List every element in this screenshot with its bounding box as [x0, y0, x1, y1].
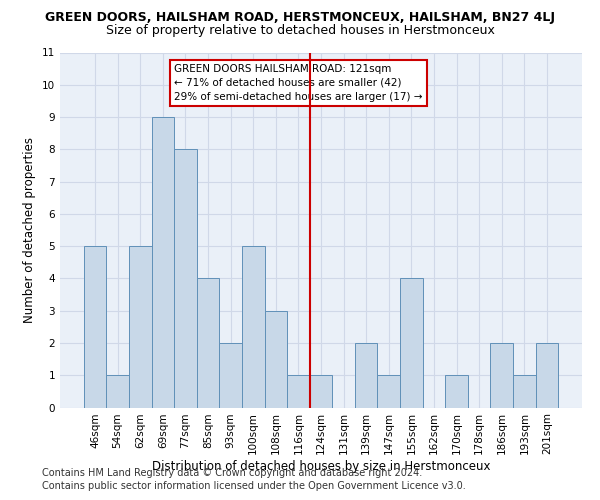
Bar — [129, 246, 152, 408]
Text: Contains HM Land Registry data © Crown copyright and database right 2024.
Contai: Contains HM Land Registry data © Crown c… — [42, 468, 466, 491]
Bar — [265, 310, 287, 408]
X-axis label: Distribution of detached houses by size in Herstmonceux: Distribution of detached houses by size … — [152, 460, 490, 473]
Bar — [242, 246, 265, 408]
Bar — [445, 375, 468, 408]
Text: Size of property relative to detached houses in Herstmonceux: Size of property relative to detached ho… — [106, 24, 494, 37]
Bar — [400, 278, 422, 407]
Bar — [536, 343, 558, 407]
Text: GREEN DOORS HAILSHAM ROAD: 121sqm
← 71% of detached houses are smaller (42)
29% : GREEN DOORS HAILSHAM ROAD: 121sqm ← 71% … — [174, 64, 422, 102]
Bar — [106, 375, 129, 408]
Text: GREEN DOORS, HAILSHAM ROAD, HERSTMONCEUX, HAILSHAM, BN27 4LJ: GREEN DOORS, HAILSHAM ROAD, HERSTMONCEUX… — [45, 11, 555, 24]
Bar — [287, 375, 310, 408]
Bar — [197, 278, 220, 407]
Bar — [220, 343, 242, 407]
Bar — [490, 343, 513, 407]
Bar — [355, 343, 377, 407]
Y-axis label: Number of detached properties: Number of detached properties — [23, 137, 37, 323]
Bar — [310, 375, 332, 408]
Bar — [152, 117, 174, 408]
Bar — [84, 246, 106, 408]
Bar — [377, 375, 400, 408]
Bar — [513, 375, 536, 408]
Bar — [174, 150, 197, 408]
